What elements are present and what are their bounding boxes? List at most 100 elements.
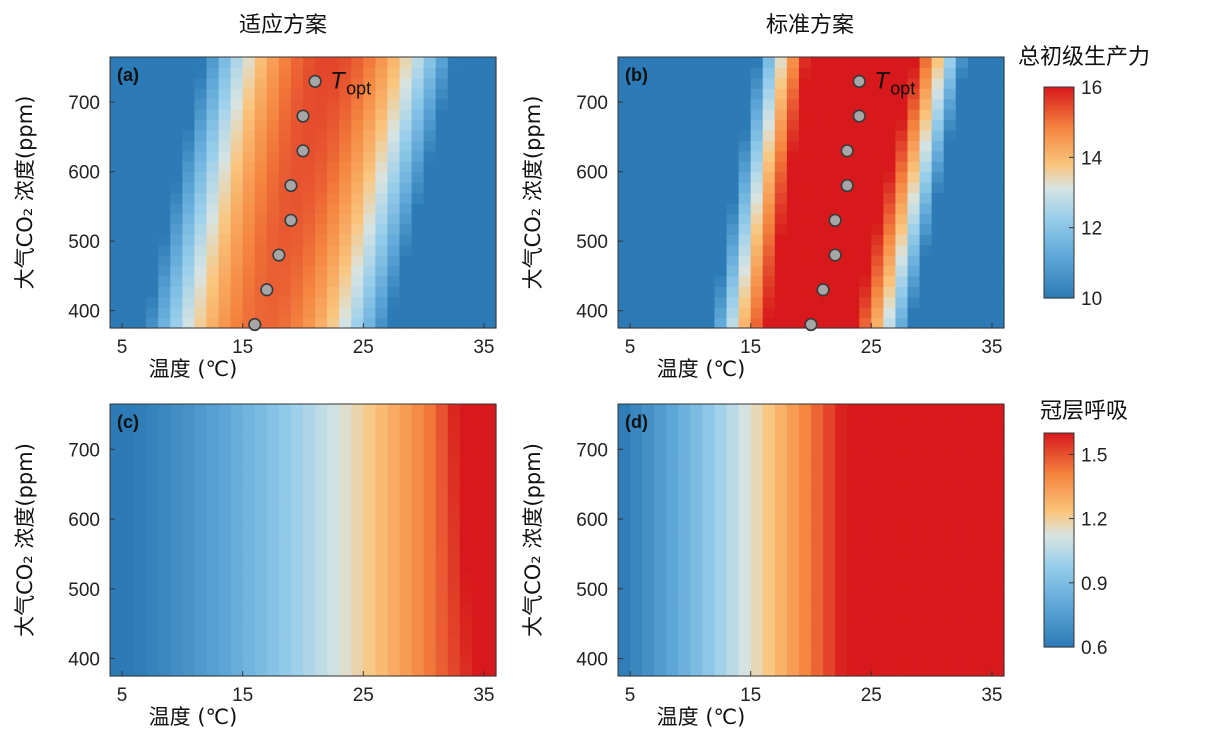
heatmap-cell — [158, 655, 171, 667]
heatmap-cell — [134, 466, 147, 478]
heatmap-cell — [158, 213, 171, 225]
heatmap-cell — [206, 77, 220, 89]
heatmap-cell — [375, 182, 389, 194]
heatmap-cell — [847, 602, 860, 614]
heatmap-cell — [991, 508, 1005, 520]
heatmap-cell — [618, 317, 631, 329]
heatmap-cell — [411, 182, 425, 194]
heatmap-cell — [170, 171, 183, 183]
heatmap-cell — [678, 508, 691, 520]
heatmap-cell — [750, 234, 764, 246]
heatmap-cell — [363, 286, 376, 298]
heatmap-cell — [206, 244, 220, 256]
heatmap-cell — [315, 435, 328, 447]
heatmap-cell — [387, 634, 401, 646]
heatmap-cell — [907, 202, 921, 214]
heatmap-cell — [907, 255, 921, 267]
heatmap-cell — [967, 613, 981, 625]
heatmap-cell — [254, 119, 268, 131]
heatmap-cell — [447, 466, 461, 478]
heatmap-cell — [702, 150, 716, 162]
colorbar-segment — [1044, 630, 1074, 635]
heatmap-cell — [110, 466, 123, 478]
heatmap-cell — [630, 67, 643, 79]
heatmap-cell — [315, 623, 328, 635]
heatmap-cell — [991, 466, 1005, 478]
heatmap-cell — [907, 644, 921, 656]
heatmap-cell — [399, 265, 413, 277]
heatmap-cell — [943, 592, 957, 604]
heatmap-cell — [955, 192, 969, 204]
heatmap-cell — [895, 404, 909, 416]
heatmap-cell — [991, 655, 1005, 667]
colorbar-segment — [1044, 537, 1074, 541]
heatmap-cell — [630, 519, 643, 531]
heatmap-cell — [979, 456, 993, 468]
heatmap-cell — [134, 613, 147, 625]
heatmap-cell — [158, 296, 171, 308]
heatmap-cell — [979, 244, 993, 256]
heatmap-cell — [471, 98, 485, 110]
heatmap-cell — [435, 255, 449, 267]
heatmap-cell — [327, 665, 340, 677]
heatmap-cell — [666, 140, 679, 152]
heatmap-cell — [182, 498, 196, 510]
heatmap-cell — [919, 244, 933, 256]
heatmap-cell — [471, 592, 485, 604]
heatmap-cell — [979, 119, 993, 131]
heatmap-cell — [387, 477, 401, 489]
heatmap-cell — [194, 487, 208, 499]
heatmap-cell — [955, 571, 969, 583]
heatmap-cell — [883, 109, 897, 121]
colorbar-segment — [1044, 116, 1074, 120]
heatmap-cell — [170, 98, 183, 110]
heatmap-cell — [194, 234, 208, 246]
heatmap-cell — [194, 129, 208, 141]
heatmap-cell — [738, 202, 752, 214]
heatmap-cell — [883, 498, 897, 510]
heatmap-cell — [363, 456, 376, 468]
heatmap-cell — [979, 255, 993, 267]
heatmap-cell — [230, 161, 244, 173]
heatmap-cell — [895, 540, 909, 552]
heatmap-cell — [435, 223, 449, 235]
heatmap-cell — [726, 98, 740, 110]
heatmap-cell — [242, 435, 256, 447]
heatmap-cell — [798, 296, 812, 308]
heatmap-cell — [967, 644, 981, 656]
heatmap-cell — [218, 286, 232, 298]
heatmap-cell — [315, 560, 328, 572]
heatmap-cell — [122, 307, 135, 319]
heatmap-cell — [883, 560, 897, 572]
heatmap-cell — [242, 182, 256, 194]
heatmap-cell — [738, 424, 752, 436]
heatmap-cell — [967, 414, 981, 426]
heatmap-cell — [859, 317, 872, 329]
topt-point — [308, 74, 322, 88]
heatmap-cell — [654, 435, 667, 447]
heatmap-cell — [122, 602, 135, 614]
heatmap-cell — [786, 602, 800, 614]
heatmap-cell — [411, 275, 425, 287]
heatmap-cell — [483, 213, 497, 225]
heatmap-cell — [411, 498, 425, 510]
heatmap-cell — [823, 109, 836, 121]
heatmap-cell — [883, 613, 897, 625]
heatmap-cell — [750, 317, 764, 329]
heatmap-cell — [110, 529, 123, 541]
heatmap-cell — [242, 98, 256, 110]
heatmap-cell — [798, 255, 812, 267]
heatmap-cell — [170, 150, 183, 162]
heatmap-cell — [303, 265, 316, 277]
heatmap-cell — [798, 213, 812, 225]
heatmap-cell — [278, 244, 292, 256]
heatmap-cell — [194, 140, 208, 152]
heatmap-cell — [690, 602, 704, 614]
heatmap-cell — [666, 275, 679, 287]
heatmap-cell — [278, 571, 292, 583]
heatmap-cell — [798, 466, 812, 478]
heatmap-cell — [895, 519, 909, 531]
heatmap-cell — [907, 424, 921, 436]
heatmap-cell — [290, 665, 304, 677]
heatmap-cell — [786, 581, 800, 593]
